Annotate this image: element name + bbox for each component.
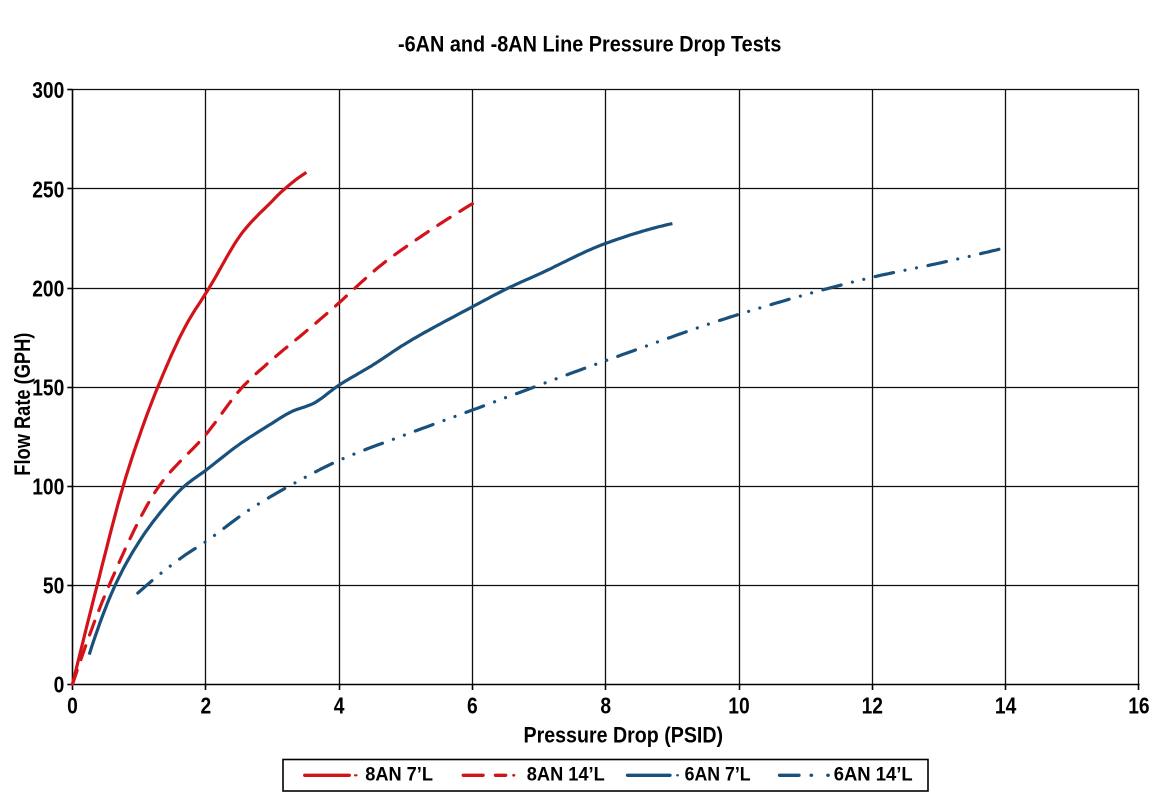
svg-text:8AN 7’L: 8AN 7’L: [365, 765, 433, 786]
svg-text:6AN 14’L: 6AN 14’L: [834, 765, 913, 786]
svg-text:14: 14: [995, 692, 1016, 718]
svg-text:300: 300: [32, 77, 64, 103]
svg-text:6AN 7’L: 6AN 7’L: [685, 765, 751, 786]
svg-text:10: 10: [728, 692, 749, 718]
svg-text:2: 2: [200, 692, 211, 718]
svg-text:250: 250: [32, 176, 64, 202]
svg-text:16: 16: [1128, 692, 1149, 718]
svg-text:Flow Rate (GPH): Flow Rate (GPH): [10, 333, 35, 476]
svg-text:4: 4: [334, 692, 345, 718]
svg-text:8: 8: [600, 692, 611, 718]
svg-text:0: 0: [54, 672, 65, 698]
svg-text:50: 50: [43, 573, 64, 599]
svg-text:12: 12: [862, 692, 883, 718]
svg-text:0: 0: [67, 692, 78, 718]
svg-text:100: 100: [32, 474, 64, 500]
svg-text:8AN 14’L: 8AN 14’L: [527, 765, 605, 786]
svg-text:6: 6: [467, 692, 478, 718]
svg-text:Pressure Drop (PSID): Pressure Drop (PSID): [524, 723, 724, 748]
svg-text:150: 150: [32, 374, 64, 400]
svg-text:200: 200: [32, 275, 64, 301]
svg-text:-6AN and -8AN Line Pressure Dr: -6AN and -8AN Line Pressure Drop Tests: [398, 32, 781, 57]
